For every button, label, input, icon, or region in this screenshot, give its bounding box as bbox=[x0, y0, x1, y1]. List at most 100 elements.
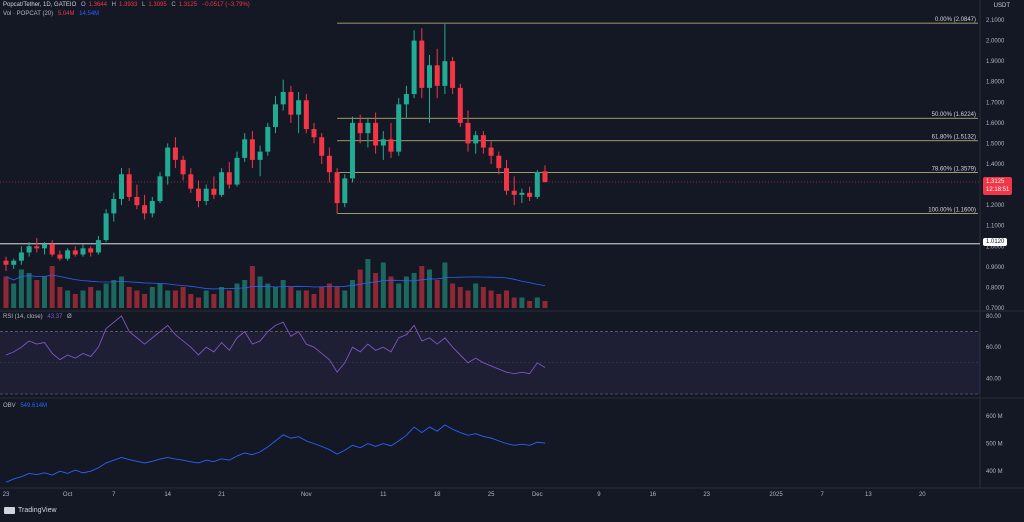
volume-bar bbox=[126, 287, 132, 308]
time-axis-tick-label: 20 bbox=[919, 492, 926, 498]
candle-body bbox=[419, 40, 425, 88]
volume-bar bbox=[119, 276, 124, 308]
tradingview-mark-icon bbox=[4, 507, 15, 514]
volume-bar bbox=[296, 290, 302, 308]
volume-bar bbox=[542, 301, 548, 308]
volume-bar bbox=[496, 294, 502, 308]
price-axis-tick-label: 1.0000 bbox=[986, 244, 1005, 250]
volume-bar bbox=[226, 290, 232, 308]
volume-bar bbox=[465, 290, 471, 308]
candle-body bbox=[511, 190, 517, 195]
volume-bar bbox=[211, 294, 217, 308]
volume-bar bbox=[219, 287, 225, 308]
candle-body bbox=[26, 246, 32, 253]
volume-label[interactable]: Vol · POPCAT (20) bbox=[3, 11, 54, 17]
candle-body bbox=[280, 92, 286, 105]
volume-bar bbox=[288, 287, 294, 308]
candle-body bbox=[442, 61, 448, 86]
volume-bar bbox=[504, 290, 509, 308]
candle-body bbox=[480, 135, 486, 148]
fib-level-label: 50.00% (1.6224) bbox=[932, 112, 976, 118]
volume-bar bbox=[111, 280, 117, 308]
candle-body bbox=[180, 159, 186, 175]
volume-bar bbox=[388, 276, 394, 308]
candle-body bbox=[504, 168, 509, 191]
tradingview-logo[interactable]: TradingView bbox=[4, 507, 57, 514]
volume-bar bbox=[457, 287, 463, 308]
candle-body bbox=[196, 188, 201, 202]
volume-bar bbox=[103, 283, 109, 308]
fib-level-label: 78.60% (1.3579) bbox=[932, 167, 976, 173]
volume-bar bbox=[280, 280, 286, 308]
obv-line bbox=[5, 424, 546, 483]
rsi-line bbox=[5, 315, 546, 375]
fib-level-label: 61.80% (1.5132) bbox=[932, 135, 976, 141]
obv-axis-tick-label: 600 M bbox=[986, 414, 1003, 420]
time-axis-tick-label: Nov bbox=[301, 492, 312, 498]
volume-ma-value: 14.54M bbox=[79, 11, 100, 17]
volume-bar bbox=[234, 283, 240, 308]
volume-bar bbox=[373, 273, 379, 308]
volume-bar bbox=[72, 294, 78, 308]
bar-countdown: 12:18:51 bbox=[986, 187, 1010, 193]
candle-body bbox=[380, 139, 386, 146]
volume-bar bbox=[419, 266, 425, 308]
volume-bar bbox=[319, 287, 325, 308]
volume-value: 5.04M bbox=[57, 11, 75, 17]
tradingview-logo-text: TradingView bbox=[18, 507, 57, 514]
volume-bar bbox=[527, 301, 533, 308]
volume-bar bbox=[480, 287, 486, 308]
price-axis-tick-label: 0.8000 bbox=[986, 285, 1005, 291]
price-axis-tick-label: 0.9000 bbox=[986, 265, 1005, 271]
volume-bar bbox=[88, 287, 94, 308]
price-axis-tick-label: 2.1000 bbox=[986, 18, 1005, 24]
candle-body bbox=[211, 188, 217, 195]
candle-body bbox=[149, 201, 155, 214]
candle-body bbox=[257, 151, 263, 160]
time-axis-tick-label: 21 bbox=[218, 492, 225, 498]
price-axis-tick-label: 1.8000 bbox=[986, 80, 1005, 86]
candle-body bbox=[434, 65, 440, 86]
candle-body bbox=[126, 174, 132, 197]
rsi-axis-tick-label: 60.00 bbox=[986, 345, 1002, 351]
time-axis-tick-label: Dec bbox=[532, 492, 543, 498]
ohlc-close-value: 1.3125 bbox=[178, 2, 198, 8]
candle-body bbox=[311, 129, 317, 138]
pair-title[interactable]: Popcat/Tether, 1D, GATEIO bbox=[3, 2, 77, 8]
volume-bar bbox=[11, 283, 17, 308]
candle-body bbox=[95, 240, 101, 253]
volume-bar bbox=[65, 290, 71, 308]
candle-body bbox=[450, 61, 456, 88]
candle-body bbox=[488, 147, 494, 156]
candle-body bbox=[111, 198, 117, 214]
ohlc-high-value: 1.3933 bbox=[118, 2, 138, 8]
volume-bar bbox=[149, 287, 155, 308]
time-axis-tick-label: 14 bbox=[164, 492, 171, 498]
obv-label[interactable]: OBV bbox=[3, 403, 16, 409]
candle-body bbox=[473, 135, 479, 144]
volume-bar bbox=[342, 290, 348, 308]
obv-axis-tick-label: 500 M bbox=[986, 442, 1003, 448]
candle-body bbox=[396, 104, 402, 152]
candle-body bbox=[273, 104, 278, 127]
fib-level-label: 0.00% (2.0847) bbox=[935, 17, 976, 23]
candle-body bbox=[319, 137, 325, 156]
obv-axis-tick-label: 400 M bbox=[986, 469, 1003, 475]
candle-body bbox=[142, 205, 148, 214]
rsi-header: RSI (14, close) 43.37 Ø bbox=[3, 314, 75, 320]
volume-bar bbox=[357, 269, 363, 308]
candle-body bbox=[103, 213, 109, 241]
volume-ma-line bbox=[5, 274, 546, 290]
candle-body bbox=[342, 178, 348, 204]
price-axis-tick-label: 1.6000 bbox=[986, 121, 1005, 127]
time-axis-tick-label: 7 bbox=[112, 492, 116, 498]
rsi-label[interactable]: RSI (14, close) bbox=[3, 314, 43, 320]
candle-body bbox=[57, 254, 63, 259]
currency-label[interactable]: USDT bbox=[993, 3, 1010, 9]
volume-header: Vol · POPCAT (20) 5.04M 14.54M bbox=[3, 11, 102, 17]
candle-body bbox=[265, 126, 271, 152]
candle-body bbox=[534, 172, 540, 197]
obv-header: OBV 549.614M bbox=[3, 403, 50, 409]
volume-bar bbox=[488, 290, 494, 308]
